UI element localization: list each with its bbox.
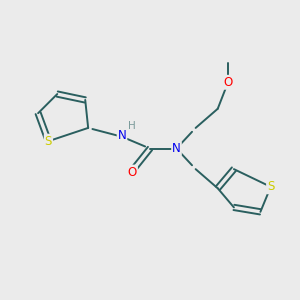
Text: O: O [224, 76, 233, 89]
Text: S: S [45, 135, 52, 148]
Text: N: N [172, 142, 181, 155]
Text: H: H [128, 121, 135, 130]
Text: S: S [267, 180, 274, 193]
Text: O: O [128, 166, 137, 178]
Text: N: N [118, 129, 126, 142]
